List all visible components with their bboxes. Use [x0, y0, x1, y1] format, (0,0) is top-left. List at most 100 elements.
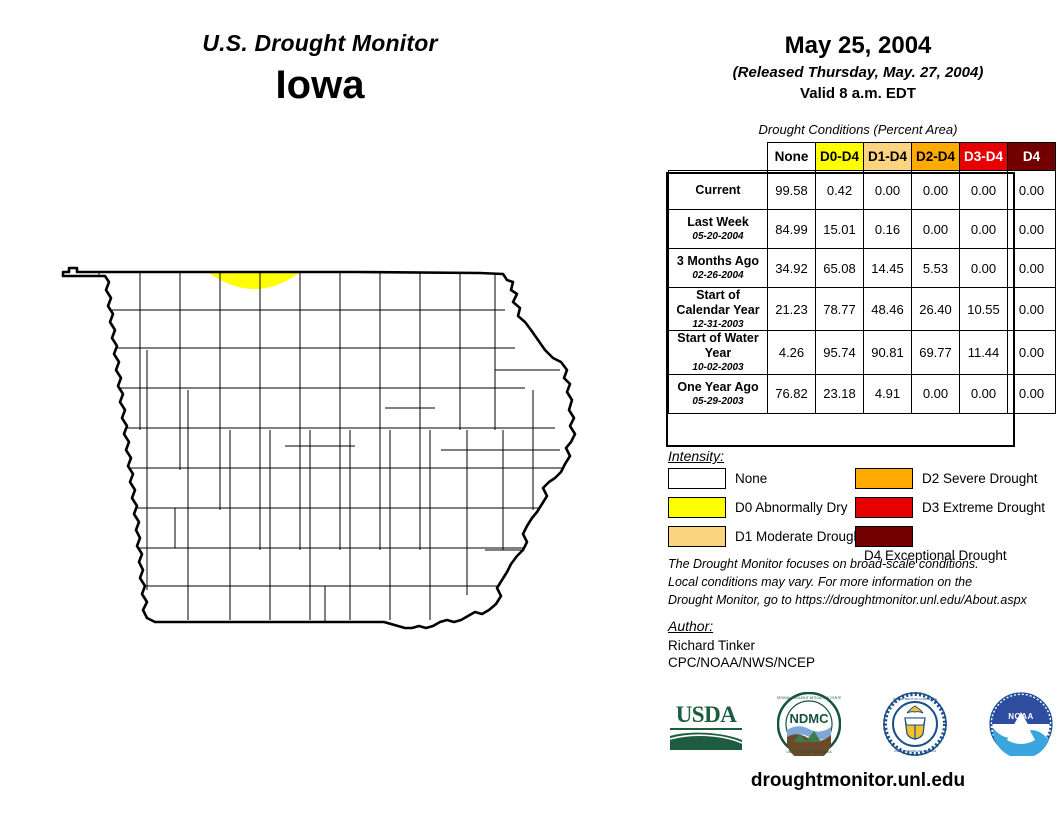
row-label-date: 02-26-2004 — [692, 269, 744, 281]
legend-label-none: None — [735, 471, 768, 486]
column-header-d1d4: D1-D4 — [863, 142, 912, 171]
data-cell-d4: 0.00 — [1007, 209, 1056, 249]
row-label: One Year Ago 05-29-2003 — [668, 373, 768, 414]
iowa-drought-map[interactable] — [55, 250, 615, 670]
data-cell-none: 84.99 — [767, 209, 816, 249]
svg-text:NOAA: NOAA — [1008, 712, 1034, 721]
table-row: Start of Water Year 10-02-2003 4.26 95.74 90… — [668, 330, 1056, 375]
table-row: Last Week 05-20-2004 84.99 15.01 0.16 0.00 0.0… — [668, 209, 1056, 249]
legend-label-d0: D0 Abnormally Dry — [735, 500, 848, 515]
d0-area-north-central — [205, 270, 303, 289]
svg-text:UNITED STATES OF AMERICA: UNITED STATES OF AMERICA — [894, 749, 937, 753]
data-cell-d1d4: 90.81 — [863, 330, 912, 375]
data-cell-d0d4: 23.18 — [815, 373, 864, 414]
table-header-row: None D0-D4 D1-D4 D2-D4 D3-D4 D4 — [669, 142, 1056, 171]
data-cell-d3d4: 11.44 — [959, 330, 1008, 375]
data-cell-d2d4: 0.00 — [911, 373, 960, 414]
legend-swatch-d2 — [855, 468, 913, 489]
map-svg[interactable] — [55, 250, 615, 670]
logo-strip: USDA NDMC NATIONAL DROUGHT MITIGATION CE… — [655, 690, 1053, 762]
column-header-d0d4: D0-D4 — [815, 142, 864, 171]
row-label-text: Last Week — [687, 215, 749, 230]
data-cell-d3d4: 0.00 — [959, 248, 1008, 288]
row-label-text: Start of Water Year — [677, 331, 759, 361]
legend-swatch-d1 — [668, 526, 726, 547]
data-cell-d1d4: 48.46 — [863, 286, 912, 332]
table-row: One Year Ago 05-29-2003 76.82 23.18 4.91 0.00… — [668, 373, 1056, 414]
svg-text:NDMC: NDMC — [790, 711, 830, 726]
data-cell-d0d4: 0.42 — [815, 170, 864, 210]
row-label: Start of Water Year 10-02-2003 — [668, 330, 768, 375]
data-cell-d0d4: 65.08 — [815, 248, 864, 288]
data-cell-d0d4: 78.77 — [815, 286, 864, 332]
page-title: U.S. Drought Monitor — [202, 30, 438, 56]
data-cell-d4: 0.00 — [1007, 248, 1056, 288]
column-header-d4: D4 — [1007, 142, 1056, 171]
data-cell-d4: 0.00 — [1007, 373, 1056, 414]
row-label-date: 05-20-2004 — [692, 230, 744, 242]
data-cell-d0d4: 15.01 — [815, 209, 864, 249]
row-label-text: 3 Months Ago — [676, 254, 760, 269]
svg-text:UNIVERSITY OF NEBRASKA: UNIVERSITY OF NEBRASKA — [786, 750, 832, 754]
header-spacer — [669, 143, 768, 171]
row-label: Start of Calendar Year 12-31-2003 — [668, 286, 768, 332]
data-cell-d2d4: 69.77 — [911, 330, 960, 375]
county-boundaries — [98, 272, 575, 622]
disclaimer-line-2: Local conditions may vary. For more info… — [668, 574, 973, 589]
table-row: Start of Calendar Year 12-31-2003 21.23 78.… — [668, 286, 1056, 332]
svg-text:USDA: USDA — [676, 702, 738, 727]
data-cell-none: 4.26 — [767, 330, 816, 375]
svg-text:NATIONAL DROUGHT MITIGATION CE: NATIONAL DROUGHT MITIGATION CENTER — [777, 696, 841, 700]
legend-item-d4: D4 Exceptional Drought — [855, 526, 1056, 563]
data-cell-d4: 0.00 — [1007, 330, 1056, 375]
noaa-logo: NOAA — [989, 692, 1053, 759]
data-cell-none: 34.92 — [767, 248, 816, 288]
release-date: (Released Thursday, May. 27, 2004) — [732, 64, 984, 81]
usda-logo: USDA — [667, 698, 745, 754]
legend-item-d1: D1 Moderate Drought — [668, 526, 865, 550]
data-cell-d4: 0.00 — [1007, 170, 1056, 210]
disclaimer: The Drought Monitor focuses on broad-sca… — [668, 556, 1048, 609]
data-cell-none: 21.23 — [767, 286, 816, 332]
legend-label-d4: D4 Exceptional Drought — [864, 547, 1007, 563]
state-title: Iowa — [275, 63, 365, 107]
table-row: 3 Months Ago 02-26-2004 34.92 65.08 14.45 5.5… — [668, 248, 1056, 288]
row-label-date: 12-31-2003 — [692, 318, 744, 330]
author-label: Author: — [668, 618, 714, 634]
legend-swatch-d3 — [855, 497, 913, 518]
row-label-date: 05-29-2003 — [692, 395, 744, 407]
commerce-seal: DEPARTMENT OF COMMERCE UNITED STATES OF … — [883, 692, 947, 756]
data-cell-d1d4: 0.00 — [863, 170, 912, 210]
row-label: Current — [668, 170, 768, 210]
legend-label-d3: D3 Extreme Drought — [922, 500, 1046, 515]
row-label: Last Week 05-20-2004 — [668, 209, 768, 249]
data-cell-d2d4: 5.53 — [911, 248, 960, 288]
legend-right-column: D2 Severe Drought D3 Extreme Drought D4 … — [855, 468, 1056, 563]
data-cell-d1d4: 14.45 — [863, 248, 912, 288]
row-label-text: Current — [695, 182, 741, 197]
column-header-d2d4: D2-D4 — [911, 142, 960, 171]
data-cell-d1d4: 4.91 — [863, 373, 912, 414]
data-cell-d1d4: 0.16 — [863, 209, 912, 249]
legend-title: Intensity: — [668, 448, 725, 464]
data-cell-d2d4: 0.00 — [911, 170, 960, 210]
data-cell-d2d4: 0.00 — [911, 209, 960, 249]
disclaimer-line-1: The Drought Monitor focuses on broad-sca… — [668, 557, 979, 571]
data-cell-d3d4: 10.55 — [959, 286, 1008, 332]
data-cell-d3d4: 0.00 — [959, 209, 1008, 249]
data-cell-none: 76.82 — [767, 373, 816, 414]
author-name: Richard Tinker — [668, 638, 756, 653]
row-label-text: Start of Calendar Year — [676, 288, 760, 317]
data-cell-d0d4: 95.74 — [815, 330, 864, 375]
row-label-text: One Year Ago — [677, 379, 759, 394]
legend-swatch-none — [668, 468, 726, 489]
column-header-none: None — [767, 142, 816, 171]
row-label: 3 Months Ago 02-26-2004 — [668, 248, 768, 288]
row-label-date: 10-02-2003 — [692, 361, 744, 373]
report-date: May 25, 2004 — [784, 32, 932, 59]
legend-left-column: None D0 Abnormally Dry D1 Moderate Droug… — [668, 468, 865, 550]
legend-label-d2: D2 Severe Drought — [922, 471, 1038, 486]
table-row: Current 99.58 0.42 0.00 0.00 0.00 0.00 — [668, 170, 1056, 210]
legend-item-d0: D0 Abnormally Dry — [668, 497, 865, 521]
legend-swatch-d4 — [855, 526, 913, 547]
